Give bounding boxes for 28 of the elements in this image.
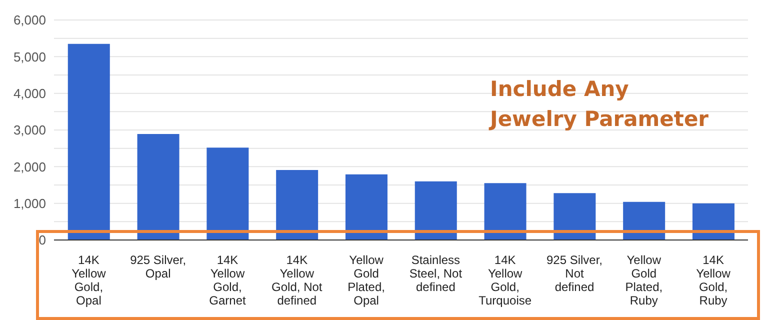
bar [692, 203, 734, 240]
annotation: Include Any Jewelry Parameter [490, 76, 710, 133]
bar [345, 174, 388, 240]
y-tick-label: 4,000 [13, 86, 46, 101]
y-tick-label: 6,000 [13, 12, 46, 28]
bar [68, 44, 110, 240]
y-tick-label: 2,000 [13, 159, 46, 174]
bar [137, 134, 180, 240]
y-tick-label: 3,000 [13, 122, 46, 138]
bar [623, 202, 666, 240]
x-tick-label: 14K Yellow Gold, Ruby [696, 253, 731, 308]
y-tick-label: 1,000 [13, 196, 46, 211]
bar [484, 183, 526, 240]
x-tick-label: Yellow Gold Plated, Ruby [625, 253, 663, 308]
x-tick-label: 925 Silver, Opal [130, 253, 186, 280]
bar [206, 148, 249, 240]
x-tick-label: 14K Yellow Gold, Not defined [272, 253, 323, 308]
bar [276, 170, 318, 240]
bar [414, 181, 457, 240]
x-tick-label: 14K Yellow Gold, Garnet [209, 253, 247, 308]
y-tick-label: 5,000 [13, 49, 46, 64]
x-tick-label: 14K Yellow Gold, Turquoise [478, 253, 532, 308]
x-tick-label: Stainless Steel, Not defined [409, 253, 463, 294]
x-tick-label: Yellow Gold Plated, Opal [348, 253, 385, 308]
x-tick-label: 925 Silver, Not defined [546, 253, 603, 294]
bar [554, 193, 596, 240]
x-tick-label: 14K Yellow Gold, Opal [72, 253, 106, 308]
y-tick-label: 0 [38, 232, 46, 248]
